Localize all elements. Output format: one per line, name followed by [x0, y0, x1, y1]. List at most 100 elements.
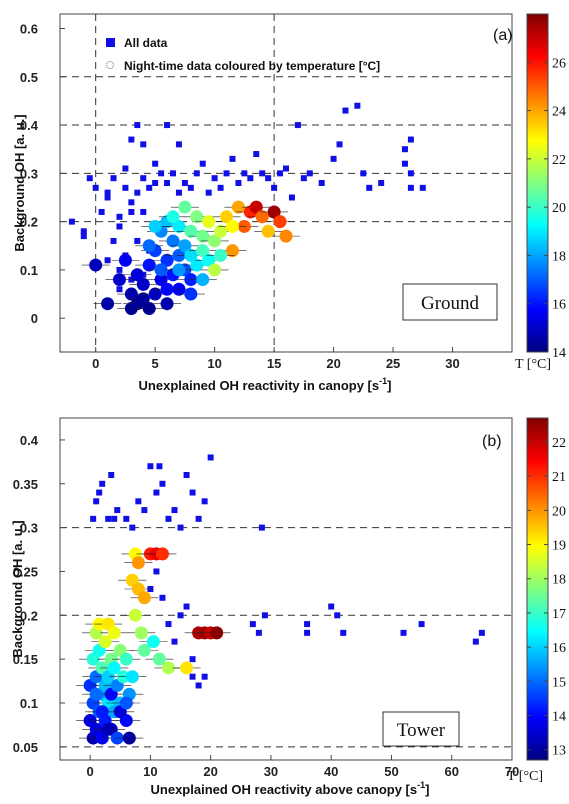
- panel-a-night-data-point: [208, 234, 222, 248]
- panel-b-y-tick-label: 0.15: [13, 652, 38, 667]
- panel-a-all-data-point: [401, 146, 408, 153]
- panel-a-all-data-point: [318, 180, 325, 186]
- panel-a-all-data-point: [407, 184, 414, 191]
- panel-a-night-data-point: [89, 258, 103, 272]
- panel-b-night-data-point: [107, 661, 121, 675]
- panel-b-colorbar-tick-label: 21: [552, 470, 566, 485]
- panel-a-night-data-point: [184, 224, 198, 238]
- panel-b-all-data-point: [99, 480, 106, 487]
- panel-a-all-data-point: [164, 180, 171, 186]
- panel-a-night-data-point: [101, 297, 115, 311]
- panel-a-night-data-point: [190, 258, 204, 272]
- panel-a-all-data-point: [164, 122, 171, 129]
- panel-b-all-data-point: [159, 480, 166, 487]
- panel-b-night-data-point: [152, 652, 166, 666]
- panel-a-night-data-point: [148, 287, 162, 301]
- panel-b-all-data-point: [159, 594, 166, 601]
- panel-b-all-data-point: [258, 524, 265, 531]
- panel-a-all-data-point: [283, 165, 289, 172]
- panel-a-all-data-point: [306, 170, 313, 177]
- panel-a-y-tick-label: 0.4: [20, 118, 39, 133]
- panel-b-all-data-point: [478, 629, 485, 636]
- panel-a-all-data-point: [104, 189, 111, 196]
- panel-b-night-data-point: [125, 670, 139, 684]
- panel-a-night-data-point: [172, 219, 186, 233]
- panel-b-night-data-point: [137, 591, 151, 605]
- panel-a-all-data-point: [360, 170, 367, 177]
- panel-a-night-data-point: [160, 253, 174, 267]
- panel-b-y-tick-label: 0.35: [13, 477, 38, 492]
- panel-a-all-data-point: [277, 170, 284, 177]
- panel-a-night-data-point: [279, 229, 293, 243]
- panel-b-all-data-point: [304, 621, 311, 628]
- panel-a-all-data-point: [223, 170, 230, 177]
- panel-a-night-data-point: [160, 282, 174, 296]
- panel-b-night-data-point: [146, 635, 160, 649]
- panel-a-site-label-box: [402, 283, 498, 321]
- panel-b-x-tick-label: 40: [324, 764, 338, 779]
- panel-b-all-data-point: [255, 629, 262, 636]
- panel-b-all-data-point: [156, 463, 163, 470]
- panel-b-all-data-point: [183, 472, 190, 478]
- panel-b-y-tick-label: 0.05: [13, 740, 38, 755]
- panel-a-y-tick-label: 0.2: [20, 215, 38, 230]
- panel-b-all-data-point: [207, 454, 214, 461]
- panel-a-y-tick-label: 0.5: [20, 70, 38, 85]
- panel-b-all-data-point: [171, 638, 178, 645]
- panel-b-night-data-point: [180, 661, 194, 675]
- panel-a-all-data-point: [407, 136, 414, 143]
- panel-a-all-data-point: [235, 180, 242, 186]
- panel-a-night-data-point: [142, 239, 156, 253]
- panel-a-all-data-point: [407, 170, 414, 177]
- panel-b-colorbar-tick-label: 16: [552, 641, 566, 656]
- panel-b-all-data-point: [96, 489, 103, 496]
- panel-b-night-data-point: [89, 687, 103, 701]
- panel-a-night-data-point: [202, 253, 216, 267]
- panel-b-colorbar-tick-label: 14: [552, 710, 566, 725]
- panel-a-colorbar-label: T [°C]: [515, 357, 551, 372]
- panel-a-night-data-point: [225, 244, 239, 258]
- panel-a-all-data-point: [175, 141, 182, 148]
- panel-b-all-data-point: [183, 603, 190, 610]
- panel-b-night-data-point: [107, 626, 121, 640]
- panel-b-colorbar-tick-label: 15: [552, 675, 566, 690]
- panel-a-all-data-point: [336, 141, 343, 148]
- panel-b-y-tick-label: 0.1: [20, 696, 38, 711]
- panel-a-night-data-point: [148, 219, 162, 233]
- panel-a-all-data-point: [80, 228, 87, 235]
- panel-a-night-data-point: [214, 248, 228, 262]
- panel-a-y-tick-label: 0.1: [20, 263, 38, 278]
- panel-b-night-data-point: [98, 635, 112, 649]
- panel-a-night-data-point: [249, 200, 263, 214]
- panel-a-colorbar-tick-label: 26: [552, 56, 566, 71]
- panel-a-night-data-point: [190, 210, 204, 224]
- panel-b-all-data-point: [177, 612, 184, 619]
- panel-b-all-data-point: [123, 515, 130, 522]
- panel-a-night-data-point: [225, 219, 239, 233]
- panel-a-night-data-point: [160, 297, 174, 311]
- panel-b-night-data-point: [155, 547, 169, 561]
- panel-a-y-tick-label: 0.3: [20, 166, 38, 181]
- panel-a-colorbar-tick-label: 16: [552, 298, 566, 313]
- panel-b-all-data-point: [201, 498, 208, 505]
- panel-a-night-data-point: [166, 210, 180, 224]
- panel-b-x-tick-label: 30: [264, 764, 278, 779]
- panel-b-y-tick-label: 0.25: [13, 564, 38, 579]
- panel-a-x-axis-label: Unexplained OH reactivity in canopy [s-1…: [139, 376, 392, 393]
- panel-a-x-tick-label: 10: [207, 356, 221, 371]
- panel-b-all-data-point: [135, 498, 142, 505]
- panel-b-all-data-point: [189, 673, 196, 680]
- panel-b-x-axis-label: Unexplained OH reactivity above canopy […: [151, 780, 430, 797]
- panel-b-night-data-point: [210, 626, 224, 640]
- panel-b-all-data-point: [340, 629, 347, 636]
- panel-b-colorbar-tick-label: 20: [552, 504, 566, 519]
- panel-a-all-data-point: [128, 136, 135, 143]
- panel-a-night-data-point: [196, 273, 210, 287]
- panel-a-night-data-point: [178, 200, 192, 214]
- panel-a-colorbar-tick-label: 22: [552, 153, 566, 168]
- panel-a-all-data-point: [86, 175, 93, 182]
- panel-a-all-data-point: [134, 189, 141, 196]
- panel-a-y-tick-label: 0.6: [20, 21, 38, 36]
- panel-a-all-data-point: [170, 170, 176, 177]
